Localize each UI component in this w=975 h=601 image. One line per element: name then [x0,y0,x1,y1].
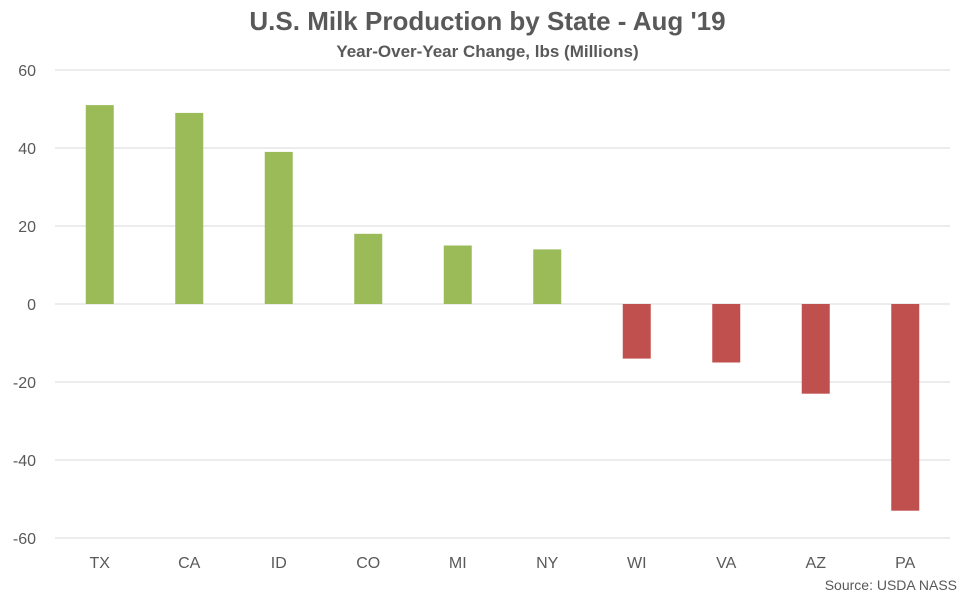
y-tick-label: 40 [18,141,36,158]
bar-pa [891,304,920,511]
x-tick-label: AZ [806,555,827,572]
y-tick-label: -60 [13,531,36,548]
y-tick-label: 60 [18,63,36,80]
x-tick-label: PA [895,555,915,572]
bar-wi [622,304,651,359]
x-tick-label: WI [627,555,647,572]
y-tick-label: 20 [18,219,36,236]
bar-tx [85,105,114,304]
x-tick-label: VA [716,555,736,572]
bar-ca [175,112,204,305]
bar-az [801,304,830,394]
source-note: Source: USDA NASS [824,577,957,593]
y-tick-label: -20 [13,375,36,392]
bar-id [264,151,293,304]
x-tick-label: CO [356,555,380,572]
bar-mi [443,245,472,304]
bar-co [354,233,383,304]
bar-va [712,304,741,363]
bar-ny [533,249,562,304]
chart-subtitle: Year-Over-Year Change, lbs (Millions) [336,42,639,61]
y-tick-label: 0 [27,297,36,314]
x-tick-label: NY [536,555,559,572]
x-tick-label: CA [178,555,201,572]
x-tick-label: TX [90,555,111,572]
x-tick-label: ID [271,555,287,572]
chart-title: U.S. Milk Production by State - Aug '19 [249,6,726,36]
x-tick-label: MI [449,555,467,572]
y-tick-label: -40 [13,453,36,470]
